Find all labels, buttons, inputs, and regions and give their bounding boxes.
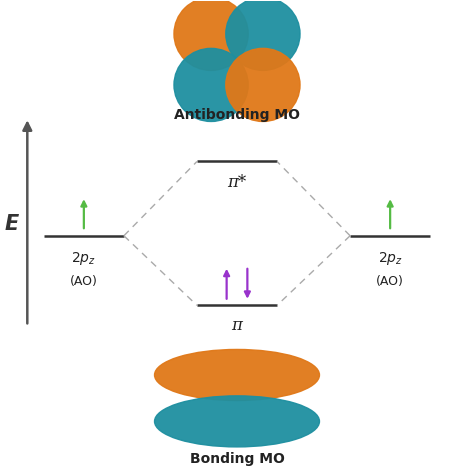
Ellipse shape — [226, 0, 300, 70]
Ellipse shape — [226, 48, 300, 121]
Ellipse shape — [174, 0, 248, 70]
Text: (AO): (AO) — [70, 275, 98, 288]
Ellipse shape — [155, 396, 319, 447]
Ellipse shape — [174, 48, 248, 121]
Text: π: π — [232, 317, 242, 334]
Text: Antibonding MO: Antibonding MO — [174, 108, 300, 122]
Text: $2p_z$: $2p_z$ — [72, 250, 96, 266]
Text: $2p_z$: $2p_z$ — [378, 250, 402, 266]
Text: (AO): (AO) — [376, 275, 404, 288]
Text: Bonding MO: Bonding MO — [190, 452, 284, 466]
Text: E: E — [5, 214, 19, 234]
Ellipse shape — [155, 350, 319, 400]
Text: π*: π* — [228, 174, 246, 191]
